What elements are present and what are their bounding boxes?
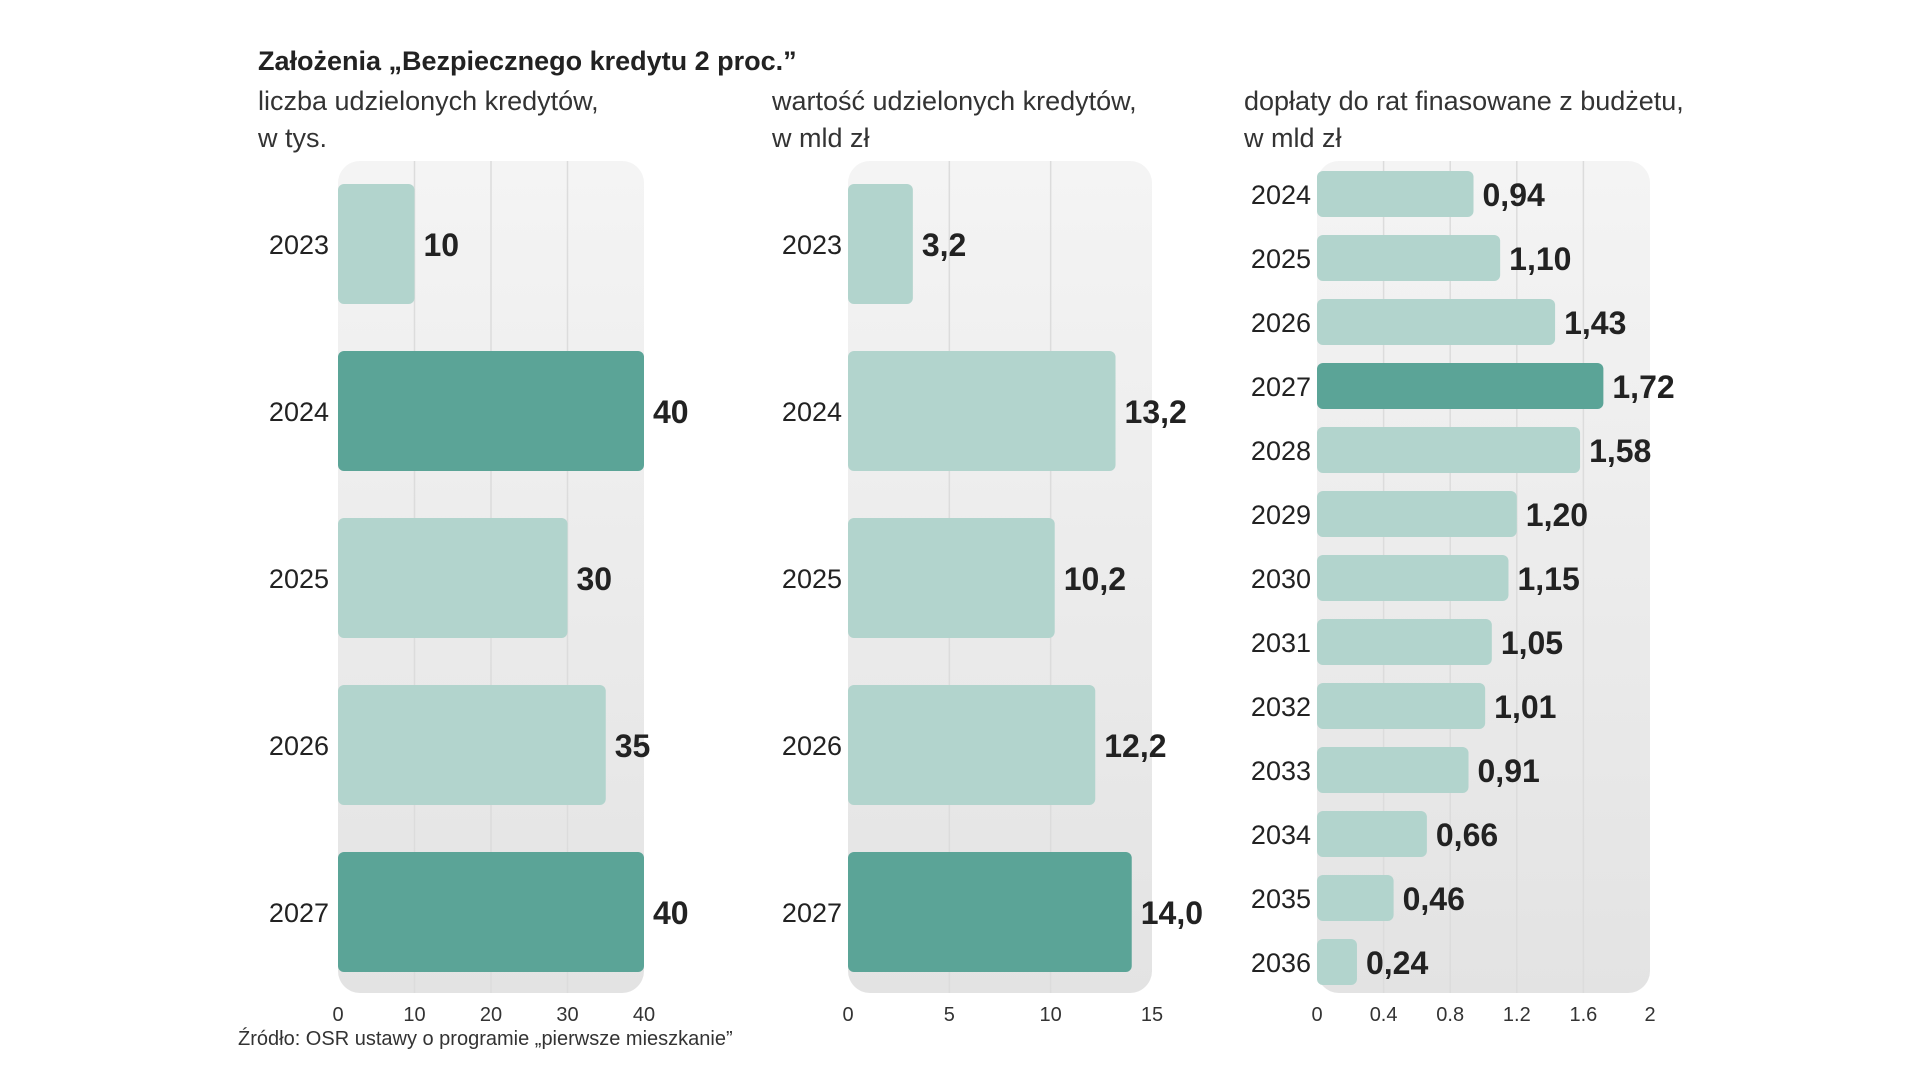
- bar-2031: [1317, 619, 1492, 665]
- bar-2028: [1317, 427, 1581, 473]
- x-tick-label: 0.4: [1370, 1004, 1398, 1026]
- category-label: 2027: [1251, 372, 1311, 402]
- bar-2023: [338, 184, 415, 304]
- value-label: 1,20: [1526, 497, 1588, 533]
- value-label: 30: [577, 561, 613, 597]
- category-label: 2024: [269, 397, 329, 427]
- category-label: 2035: [1251, 884, 1311, 914]
- bar-2024: [338, 351, 644, 471]
- source-note: Źródło: OSR ustawy o programie „pierwsze…: [238, 1027, 733, 1050]
- chart-title: Założenia „Bezpiecznego kredytu 2 proc.”: [258, 46, 797, 76]
- bar-2030: [1317, 555, 1509, 601]
- bar-2026: [848, 685, 1096, 805]
- value-label: 1,01: [1494, 689, 1556, 725]
- value-label: 0,91: [1478, 753, 1540, 789]
- bar-2029: [1317, 491, 1517, 537]
- bar-2025: [338, 518, 568, 638]
- category-label: 2026: [1251, 308, 1311, 338]
- bar-2027: [338, 852, 644, 972]
- x-tick-label: 0: [842, 1004, 853, 1026]
- x-tick-label: 30: [556, 1004, 578, 1026]
- category-label: 2025: [1251, 244, 1311, 274]
- value-label: 12,2: [1104, 728, 1166, 764]
- bar-2035: [1317, 875, 1394, 921]
- category-label: 2026: [269, 731, 329, 761]
- panel-2: wartość udzielonych kredytów, w mld zł 202…: [771, 86, 1203, 1026]
- category-label: 2024: [1251, 180, 1311, 210]
- bar-2027: [848, 852, 1132, 972]
- bar-2025: [1317, 235, 1501, 281]
- bar-2024: [1317, 171, 1474, 217]
- category-label: 2034: [1251, 820, 1311, 850]
- value-label: 14,0: [1141, 895, 1203, 931]
- category-label: 2036: [1251, 948, 1311, 978]
- bar-2024: [848, 351, 1116, 471]
- category-label: 2032: [1251, 692, 1311, 722]
- panel-subtitle: wartość udzielonych kredytów,: [771, 86, 1137, 116]
- category-label: 2025: [269, 564, 329, 594]
- value-label: 0,94: [1483, 177, 1545, 213]
- x-tick-label: 2: [1644, 1004, 1655, 1026]
- category-label: 2023: [782, 230, 842, 260]
- value-label: 0,24: [1366, 945, 1428, 981]
- category-label: 2023: [269, 230, 329, 260]
- x-tick-label: 1.2: [1503, 1004, 1531, 1026]
- x-tick-label: 15: [1141, 1004, 1163, 1026]
- panel-subtitle: w mld zł: [1243, 123, 1342, 153]
- value-label: 40: [653, 895, 689, 931]
- value-label: 0,46: [1403, 881, 1465, 917]
- value-label: 1,72: [1612, 369, 1674, 405]
- bar-2033: [1317, 747, 1469, 793]
- category-label: 2025: [782, 564, 842, 594]
- category-label: 2028: [1251, 436, 1311, 466]
- category-label: 2027: [782, 898, 842, 928]
- value-label: 1,43: [1564, 305, 1626, 341]
- bar-2027: [1317, 363, 1604, 409]
- panel-3: dopłaty do rat finasowane z budżetu, w ml…: [1243, 86, 1684, 1026]
- category-label: 2031: [1251, 628, 1311, 658]
- value-label: 10: [424, 227, 460, 263]
- x-tick-label: 10: [1040, 1004, 1062, 1026]
- category-label: 2027: [269, 898, 329, 928]
- panel-subtitle: w mld zł: [771, 123, 870, 153]
- value-label: 3,2: [922, 227, 966, 263]
- x-tick-label: 0: [332, 1004, 343, 1026]
- value-label: 1,58: [1589, 433, 1651, 469]
- bar-2026: [1317, 299, 1556, 345]
- value-label: 1,15: [1517, 561, 1579, 597]
- value-label: 40: [653, 394, 689, 430]
- x-tick-label: 0: [1311, 1004, 1322, 1026]
- value-label: 1,10: [1509, 241, 1571, 277]
- category-label: 2033: [1251, 756, 1311, 786]
- bar-2036: [1317, 939, 1357, 985]
- category-label: 2024: [782, 397, 842, 427]
- category-label: 2026: [782, 731, 842, 761]
- value-label: 0,66: [1436, 817, 1498, 853]
- value-label: 1,05: [1501, 625, 1563, 661]
- x-tick-label: 40: [633, 1004, 655, 1026]
- panel-subtitle: liczba udzielonych kredytów,: [258, 86, 599, 116]
- panel-subtitle: dopłaty do rat finasowane z budżetu,: [1244, 86, 1684, 116]
- value-label: 35: [615, 728, 651, 764]
- category-label: 2030: [1251, 564, 1311, 594]
- bar-2034: [1317, 811, 1427, 857]
- x-tick-label: 1.6: [1569, 1004, 1597, 1026]
- panel-1: liczba udzielonych kredytów, w tys. 2023 10…: [257, 86, 689, 1026]
- panel-subtitle: w tys.: [257, 123, 327, 153]
- bar-2025: [848, 518, 1055, 638]
- x-tick-label: 10: [403, 1004, 425, 1026]
- bar-2032: [1317, 683, 1486, 729]
- bar-2026: [338, 685, 606, 805]
- category-label: 2029: [1251, 500, 1311, 530]
- x-tick-label: 0.8: [1436, 1004, 1464, 1026]
- x-tick-label: 5: [944, 1004, 955, 1026]
- value-label: 13,2: [1125, 394, 1187, 430]
- x-tick-label: 20: [480, 1004, 502, 1026]
- value-label: 10,2: [1064, 561, 1126, 597]
- bar-2023: [848, 184, 913, 304]
